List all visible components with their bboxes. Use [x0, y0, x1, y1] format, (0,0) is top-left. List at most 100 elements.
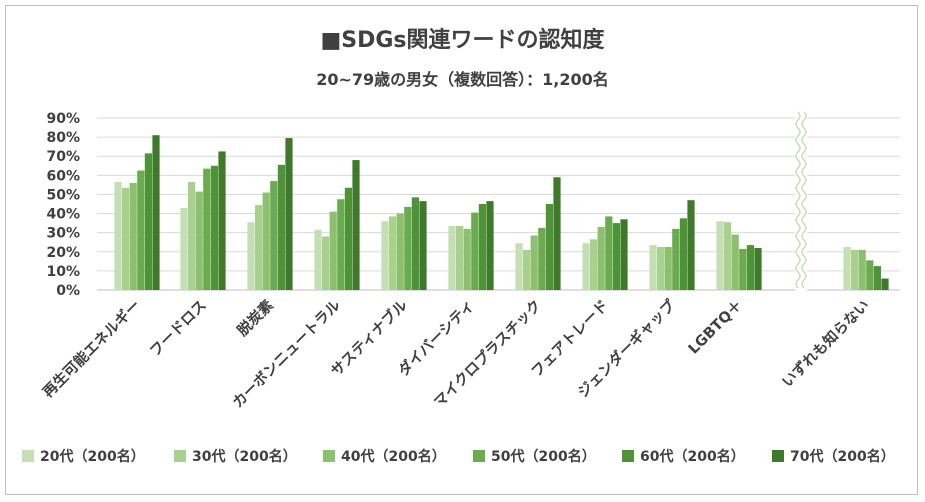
- bar: [746, 245, 754, 290]
- axis-break-line: [795, 111, 801, 289]
- bar: [114, 182, 122, 290]
- axis-break-line: [801, 111, 807, 289]
- bar: [612, 223, 620, 290]
- bar: [314, 229, 322, 290]
- bar: [843, 247, 851, 290]
- legend-label: 30代（200名）: [192, 449, 297, 465]
- bar: [724, 222, 732, 290]
- legend-swatch: [323, 450, 335, 462]
- bar: [144, 153, 152, 290]
- legend-item: 60代（200名）: [622, 444, 745, 468]
- y-tick-label: 30%: [46, 226, 80, 242]
- bar: [389, 216, 397, 290]
- x-tick-label: いずれも知らない: [778, 296, 873, 391]
- legend-swatch: [473, 450, 485, 462]
- bar: [456, 225, 464, 290]
- bar: [858, 249, 866, 290]
- bar: [448, 225, 456, 290]
- bar: [471, 212, 479, 290]
- y-tick-label: 0%: [56, 283, 80, 299]
- y-tick-label: 80%: [46, 130, 80, 146]
- bar: [873, 266, 881, 290]
- bar: [262, 192, 270, 290]
- bar: [322, 236, 330, 290]
- bar: [203, 168, 211, 290]
- bar: [538, 227, 546, 290]
- bar: [381, 221, 389, 290]
- x-tick-label: マイクロプラスチック: [431, 297, 545, 411]
- bar: [590, 239, 598, 290]
- legend-label: 40代（200名）: [341, 449, 446, 465]
- bar: [419, 201, 427, 290]
- bar: [754, 247, 762, 290]
- chart-subtitle: 20~79歳の男女（複数回答）：1,200名: [316, 70, 609, 89]
- bar: [277, 164, 285, 290]
- legend-label: 60代（200名）: [640, 449, 745, 465]
- legend-item: 40代（200名）: [323, 444, 446, 468]
- x-tick-label: 脱炭素: [233, 296, 277, 340]
- legend-label: 70代（200名）: [790, 449, 895, 465]
- bar: [545, 204, 553, 290]
- bar: [582, 243, 590, 290]
- bar: [553, 177, 561, 290]
- bar: [881, 278, 889, 290]
- bar: [515, 243, 523, 290]
- bar: [679, 218, 687, 290]
- y-tick-label: 40%: [46, 207, 80, 223]
- legend-swatch: [174, 450, 186, 462]
- x-tick-label: LGBTQ＋: [686, 298, 746, 358]
- bar: [411, 197, 419, 290]
- legend-label: 20代（200名）: [40, 449, 145, 465]
- bar: [285, 138, 293, 290]
- y-tick-label: 90%: [46, 111, 80, 127]
- bar: [195, 191, 203, 290]
- bar: [620, 219, 628, 290]
- bar: [463, 228, 471, 290]
- bar: [664, 247, 672, 290]
- bar: [672, 228, 680, 290]
- x-tick-label: カーボンニュートラル: [229, 296, 344, 411]
- bar: [478, 204, 486, 290]
- legend-swatch: [622, 450, 634, 462]
- bar: [523, 249, 531, 290]
- bar: [188, 182, 196, 290]
- bar: [329, 211, 337, 290]
- legend-item: 70代（200名）: [772, 444, 895, 468]
- bar: [270, 181, 278, 290]
- legend-swatch: [22, 450, 34, 462]
- bar: [486, 201, 494, 290]
- bar: [866, 260, 874, 290]
- bar: [210, 165, 218, 290]
- bar: [247, 222, 255, 290]
- bar: [605, 216, 613, 290]
- bar: [352, 160, 360, 290]
- bar: [344, 187, 352, 290]
- y-tick-label: 10%: [46, 264, 80, 280]
- bar: [597, 226, 605, 290]
- bar: [218, 151, 226, 290]
- bar: [152, 135, 160, 290]
- legend-label: 50代（200名）: [491, 449, 596, 465]
- bar: [396, 213, 404, 290]
- legend-item: 50代（200名）: [473, 444, 596, 468]
- bar: [716, 221, 724, 290]
- x-tick-label: フードロス: [147, 298, 210, 361]
- y-tick-label: 50%: [46, 187, 80, 203]
- y-tick-label: 20%: [46, 245, 80, 261]
- plot-area: 0% 10% 20% 30% 40% 50% 60% 70% 80% 90% 再生可能エネルギー フー…: [39, 110, 900, 411]
- legend: 20代（200名） 30代（200名） 40代（200名） 50代（200名） 60代（…: [22, 444, 922, 468]
- legend-item: 30代（200名）: [174, 444, 297, 468]
- bar: [129, 182, 137, 290]
- bar: [337, 199, 345, 290]
- bar: [657, 247, 665, 290]
- bar: [137, 170, 145, 290]
- bar: [530, 235, 538, 290]
- bar: [180, 207, 188, 290]
- chart-title: ■SDGs関連ワードの認知度: [320, 28, 605, 53]
- legend-swatch: [772, 450, 784, 462]
- bar: [739, 248, 747, 290]
- y-tick-label: 70%: [46, 149, 80, 165]
- x-tick-label: 再生可能エネルギー: [39, 296, 144, 401]
- legend-item: 20代（200名）: [22, 444, 145, 468]
- bar: [404, 206, 412, 290]
